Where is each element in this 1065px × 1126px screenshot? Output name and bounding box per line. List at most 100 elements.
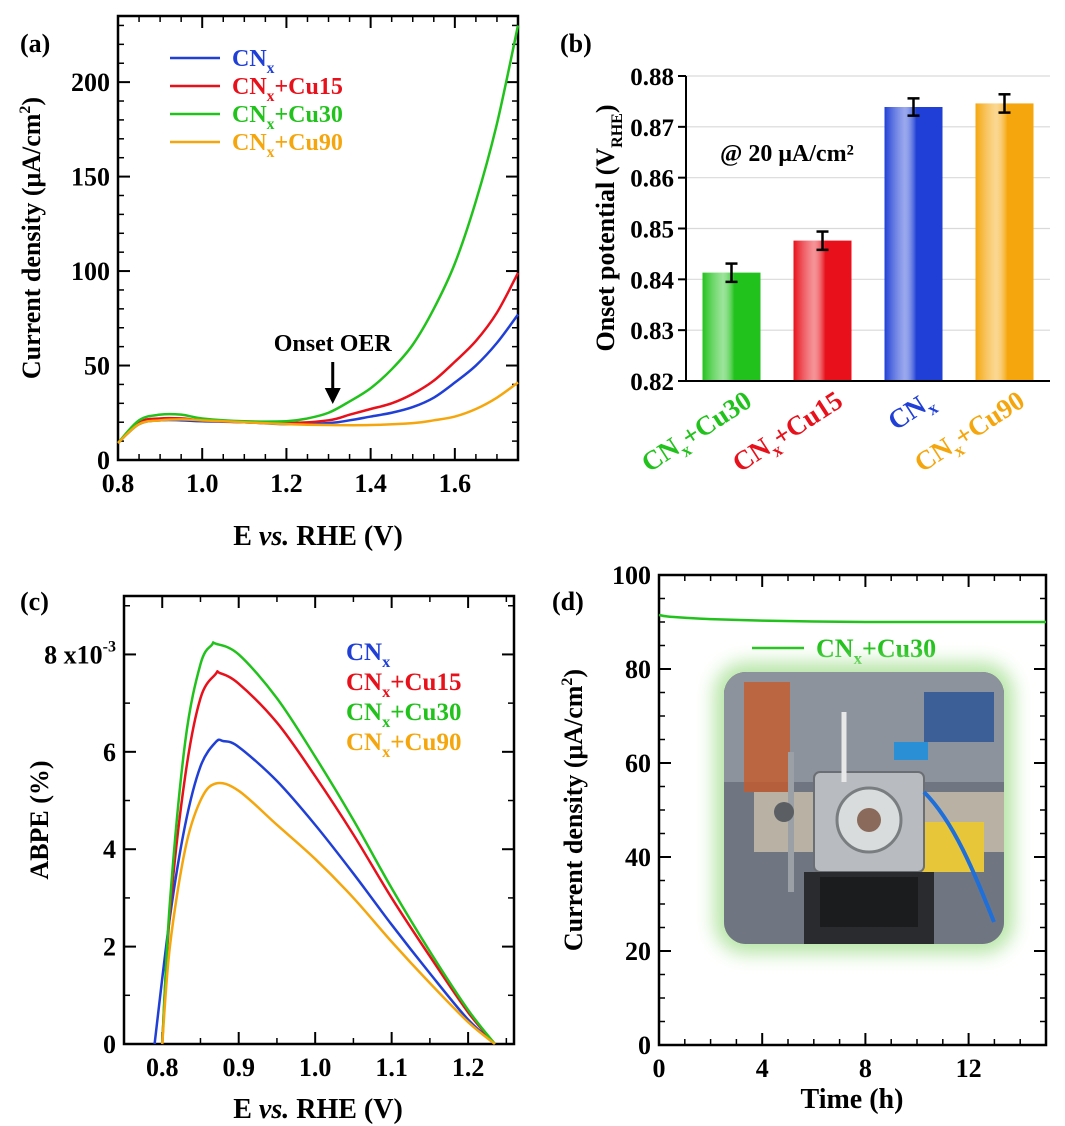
c-x-tick-label: 1.1 — [375, 1053, 408, 1082]
legend-label: CNx+Cu30 — [346, 699, 461, 731]
panel-b-y-tick-label: 0.82 — [630, 369, 674, 396]
panel-c-x-axis-label: E vs. RHE (V) — [233, 1094, 403, 1125]
bar-highlight — [975, 103, 1034, 381]
panel-b-y-tick-label: 0.83 — [630, 318, 674, 345]
panel-d-y-axis-label: Current density (μA/cm2) — [559, 669, 588, 951]
panel-d-y-tick-labels: 0 20 40 60 80 100 — [612, 561, 651, 1060]
panel-b-category-label: CNx — [882, 385, 941, 440]
a-series-line-cnx-cu15 — [117, 272, 520, 444]
inset-photo-setup — [724, 672, 1004, 944]
c-y-tick-label: 6 — [103, 738, 116, 767]
panel-d-lines — [658, 613, 1046, 624]
panel-b-y-tick-label: 0.87 — [630, 115, 674, 142]
legend-label: CNx+Cu90 — [232, 130, 343, 161]
legend-label: CNx+Cu15 — [346, 669, 461, 701]
arrow-head — [324, 388, 341, 404]
panel-d-label: (d) — [552, 587, 584, 616]
a-series-line-cnx-cu90 — [117, 381, 519, 444]
d-y-tick-label: 60 — [625, 749, 651, 778]
c-x-tick-label: 1.0 — [299, 1053, 332, 1082]
c-y-tick-label: 8 x10-3 — [44, 638, 116, 669]
d-y-tick-label: 20 — [625, 937, 651, 966]
panel-a-label: (a) — [20, 29, 50, 58]
panel-a-ticks — [117, 16, 518, 461]
bar-highlight — [884, 107, 943, 381]
a-y-tick-label: 150 — [71, 163, 110, 192]
panel-c-frame — [122, 594, 516, 1046]
c-series-line-cnx-cu30 — [160, 641, 496, 1045]
panel-c-ticks — [123, 596, 514, 1045]
a-y-tick-label: 0 — [97, 446, 110, 475]
legend-label: CNx — [346, 639, 391, 671]
d-x-tick-label: 12 — [956, 1054, 982, 1083]
bar-highlight — [702, 272, 761, 381]
panel-b-y-tick-label: 0.84 — [630, 267, 674, 294]
panel-d-x-tick-labels: 0 4 8 12 — [653, 1054, 982, 1083]
c-y-tick-label: 0 — [103, 1030, 116, 1059]
panel-b-y-tick-label: 0.85 — [630, 217, 674, 244]
legend-label: CNx+Cu15 — [232, 74, 343, 105]
a-series-line-cnx-cu30 — [117, 25, 520, 444]
a-x-tick-label: 0.8 — [102, 469, 135, 498]
a-x-tick-label: 1.6 — [439, 469, 472, 498]
panel-a-annotation-onset-oer: Onset OER — [274, 331, 393, 357]
panel-a-x-tick-labels: 0.8 1.0 1.2 1.4 1.6 — [102, 469, 471, 498]
legend-label: CNx+Cu90 — [346, 729, 461, 761]
panel-d: (d) 0 4 8 12 0 20 40 60 80 100 Time (h) Current … — [552, 561, 1048, 1115]
panel-d-x-axis-label: Time (h) — [801, 1084, 904, 1115]
d-series-line-cnx-cu30 — [658, 613, 1046, 624]
bar-highlight — [793, 240, 852, 381]
panel-c-x-tick-labels: 0.8 0.9 1.0 1.1 1.2 — [146, 1053, 484, 1082]
panel-a-y-tick-labels: 0 50 100 150 200 — [71, 68, 110, 475]
panel-b: (b) 0.82 0.83 0.84 0.85 0.86 0.87 0.88 CNx+Cu3… — [560, 29, 1050, 478]
d-x-tick-label: 8 — [859, 1054, 872, 1083]
panel-c-y-axis-label: ABPE (%) — [25, 760, 54, 879]
d-x-tick-label: 4 — [756, 1054, 769, 1083]
c-x-tick-label: 0.9 — [222, 1053, 255, 1082]
panel-b-label: (b) — [560, 29, 592, 58]
panel-b-y-tick-label: 0.88 — [630, 64, 674, 91]
c-series-line-cnx — [153, 738, 496, 1045]
d-y-tick-label: 40 — [625, 843, 651, 872]
c-x-tick-label: 0.8 — [146, 1053, 179, 1082]
panel-a-annotation-arrow — [324, 362, 341, 404]
a-y-tick-label: 200 — [71, 68, 110, 97]
a-x-tick-label: 1.4 — [354, 469, 387, 498]
inset-photo-drawing — [724, 672, 1004, 944]
panel-b-y-tick-labels: 0.82 0.83 0.84 0.85 0.86 0.87 0.88 — [630, 64, 674, 396]
panel-a-x-axis-label: E vs. RHE (V) — [233, 521, 403, 552]
panel-a: (a) 0.8 1.0 1.2 1.4 1.6 0 50 100 150 200 E vs. R… — [17, 14, 520, 552]
d-x-tick-label: 0 — [653, 1054, 666, 1083]
d-y-tick-label: 0 — [638, 1031, 651, 1060]
c-y-tick-label: 4 — [103, 835, 116, 864]
c-series-line-cnx-cu15 — [160, 669, 496, 1045]
legend-label: CNx — [232, 46, 275, 77]
panel-c-y-tick-labels: 0 2 4 6 8 x10-3 — [44, 638, 116, 1059]
legend-label: CNx+Cu30 — [232, 102, 343, 133]
panel-c-label: (c) — [20, 587, 49, 616]
d-y-tick-label: 80 — [625, 655, 651, 684]
panel-d-ticks — [658, 574, 1046, 1046]
a-x-tick-label: 1.2 — [270, 469, 303, 498]
panel-a-frame — [116, 14, 520, 462]
panel-b-annotation: @ 20 μA/cm² — [720, 141, 854, 167]
a-y-tick-label: 100 — [71, 257, 110, 286]
panel-d-legend: CNx+Cu30 — [752, 634, 936, 668]
c-y-tick-label: 2 — [103, 933, 116, 962]
legend-label: CNx+Cu30 — [816, 634, 936, 668]
a-x-tick-label: 1.0 — [186, 469, 219, 498]
panel-b-y-tick-label: 0.86 — [630, 166, 674, 193]
c-series-line-cnx-cu90 — [160, 781, 496, 1045]
panel-c-lines — [153, 641, 496, 1045]
panel-b-y-axis-label: Onset potential (VRHE) — [591, 104, 626, 351]
c-x-tick-label: 1.2 — [452, 1053, 485, 1082]
d-y-tick-label: 100 — [612, 561, 651, 590]
panel-c: (c) 0.8 0.9 1.0 1.1 1.2 0 2 4 6 8 x10-3 E vs. RH… — [20, 587, 516, 1125]
panel-a-lines — [117, 25, 520, 444]
a-y-tick-label: 50 — [84, 352, 110, 381]
panel-a-y-axis-label: Current density (μA/cm2) — [17, 97, 46, 379]
